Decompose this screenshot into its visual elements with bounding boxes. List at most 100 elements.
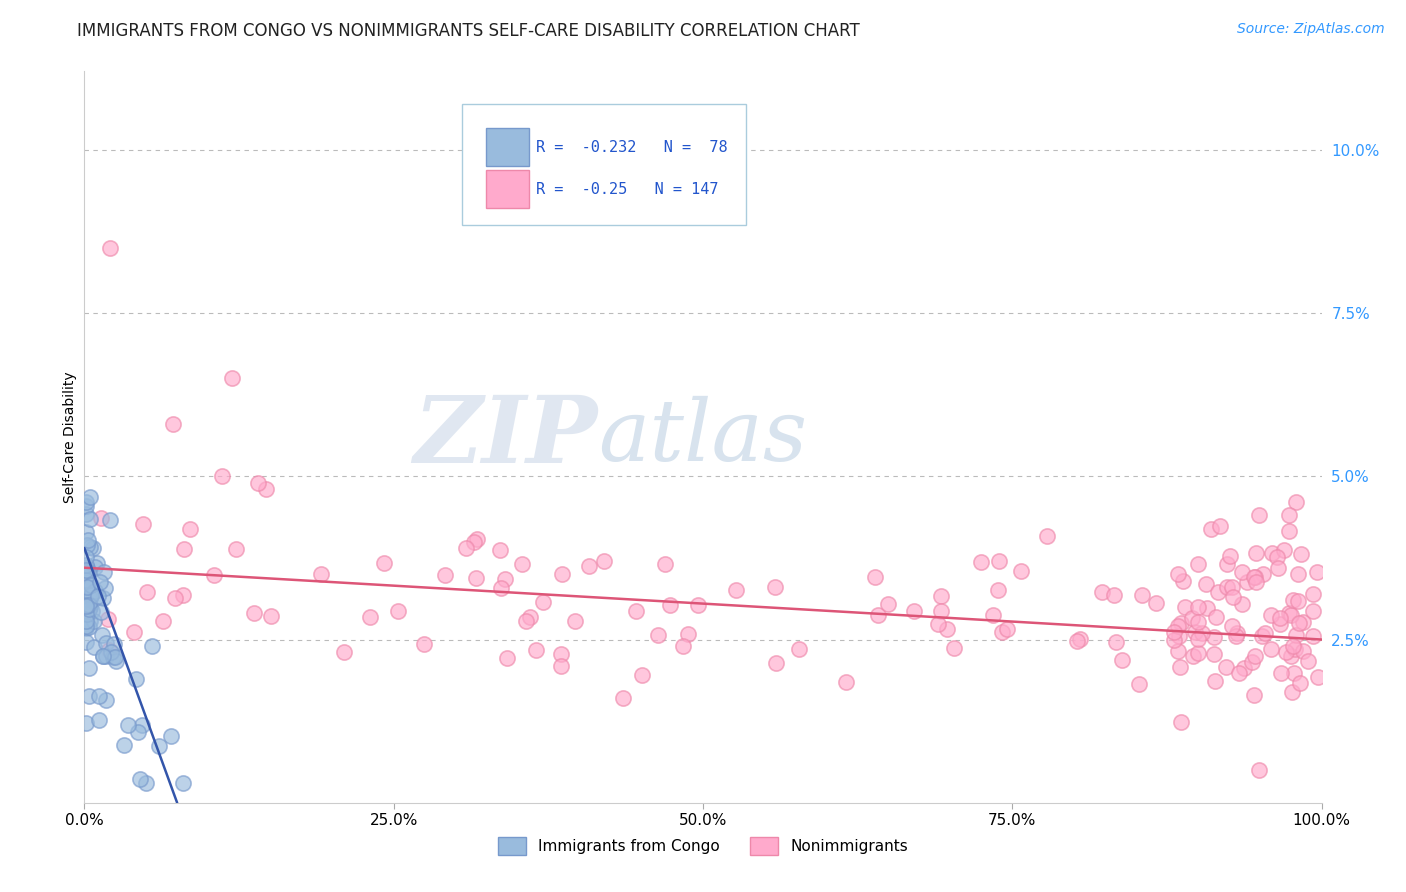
Point [165,591,187,605]
Point [243,606,266,620]
Point [101,650,124,665]
Point [489,582,512,596]
FancyBboxPatch shape [461,104,747,225]
Point [80,578,103,592]
Point [387,604,409,618]
Point [1167,619,1189,633]
Point [79,512,101,526]
Point [1265,549,1288,564]
Point [225,542,247,557]
Point [1243,648,1265,663]
Point [624,604,647,618]
Point [866,608,889,623]
Point [1187,615,1209,629]
Point [1302,629,1324,643]
Point [100,645,122,659]
Point [1268,616,1291,631]
Point [125,672,148,686]
Point [1104,588,1126,602]
Point [1241,655,1264,669]
Point [524,642,547,657]
Point [359,610,381,624]
Text: IMMIGRANTS FROM CONGO VS NONIMMIGRANTS SELF-CARE DISABILITY CORRELATION CHART: IMMIGRANTS FROM CONGO VS NONIMMIGRANTS S… [77,22,860,40]
Point [211,469,233,483]
Point [1296,654,1319,668]
Point [75,550,97,565]
Point [76,616,98,631]
Point [260,608,283,623]
Point [94,581,117,595]
Point [1267,560,1289,574]
Point [835,675,858,690]
Point [90,628,112,642]
Point [1215,660,1237,674]
Point [75,495,97,509]
Point [1230,566,1253,580]
Point [551,566,574,581]
Point [87,713,110,727]
Point [931,590,953,604]
Point [132,516,155,531]
Point [1035,529,1057,543]
Point [1249,508,1271,522]
Point [494,572,516,586]
Point [172,588,194,602]
Point [654,557,676,571]
Point [1163,633,1185,648]
Point [91,591,114,605]
Point [1204,674,1226,689]
Point [1278,524,1301,539]
Point [987,554,1010,568]
Point [103,637,125,651]
Point [75,563,97,577]
Point [531,595,554,609]
Point [82,541,104,556]
Point [76,538,98,552]
Point [1251,629,1274,643]
Point [1187,647,1209,661]
Point [1216,580,1239,594]
Point [1091,584,1114,599]
Point [80,603,103,617]
Point [1220,619,1243,633]
Point [1173,574,1195,588]
Point [1278,508,1301,523]
Point [77,660,100,674]
Point [496,651,519,665]
Point [765,656,787,670]
Point [1233,661,1256,675]
Point [1174,599,1197,614]
Point [631,668,654,682]
Point [97,612,120,626]
Point [75,614,97,628]
Point [1268,611,1291,625]
Point [981,608,1004,623]
Point [1278,606,1301,620]
Point [1187,558,1209,572]
Point [1289,676,1312,690]
Point [1204,647,1226,661]
Point [104,650,127,665]
Text: ZIP: ZIP [413,392,598,482]
Point [1260,608,1282,623]
Point [1167,567,1189,582]
Point [1246,546,1268,560]
Point [550,659,572,673]
Point [1270,665,1292,680]
Point [1243,570,1265,584]
Point [75,593,97,607]
Point [1281,607,1303,622]
Point [1222,590,1244,604]
Point [135,584,157,599]
Point [254,483,277,497]
Point [1069,632,1091,646]
Point [1289,547,1312,561]
Point [179,521,201,535]
Point [91,648,114,663]
Point [763,580,786,594]
Point [1285,628,1308,642]
Point [79,540,101,554]
Point [1187,599,1209,614]
Point [519,609,541,624]
Point [1205,610,1227,624]
